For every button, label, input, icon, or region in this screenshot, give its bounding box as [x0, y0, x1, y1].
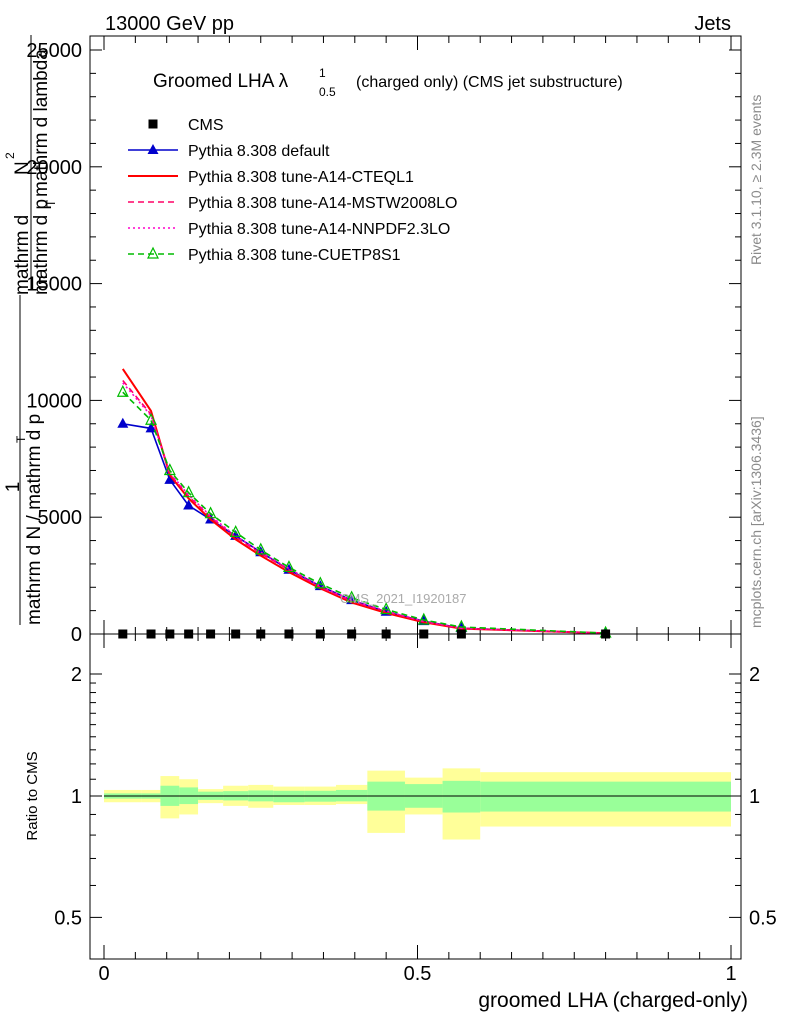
series-point-5 — [145, 412, 157, 425]
x-axis-title: groomed LHA (charged-only) — [478, 989, 748, 1012]
upper-ytick-label: 10000 — [26, 390, 82, 412]
upper-ylabel-right-num: mathrm d 2 N — [3, 152, 33, 295]
legend: CMS Pythia 8.308 default Pythia 8.308 tune… — [128, 117, 457, 264]
jets-label: Jets — [694, 13, 731, 35]
ratio-ytick-label: 1 — [71, 786, 82, 808]
upper-ylabel-den: mathrm d N / mathrm d p T — [14, 414, 45, 625]
series-point-5 — [116, 384, 129, 397]
ratio-inner-band-bin — [442, 780, 481, 813]
upper-ytick-label: 5000 — [38, 507, 83, 529]
series-point-5 — [254, 542, 267, 555]
series-line-2 — [121, 368, 606, 635]
x-tick-label: 0 — [98, 963, 109, 985]
legend-marker-0 — [148, 119, 158, 129]
rivet-label: Rivet 3.1.10, ≥ 2.3M events — [748, 95, 764, 265]
ylabel-right-den-sub: T — [44, 199, 58, 207]
series-point-5 — [163, 463, 176, 476]
ratio-ylabel-wrap: Ratio to CMS — [24, 751, 41, 840]
legend-label-5: Pythia 8.308 tune-CUETP8S1 — [188, 247, 401, 264]
series-point-1 — [145, 422, 157, 433]
series-point-1 — [117, 417, 129, 428]
ratio-ytick-label: 0.5 — [54, 907, 82, 929]
series-point-5 — [314, 576, 327, 589]
series-point-5 — [204, 506, 217, 519]
ylabel-right-num2: N — [12, 161, 33, 175]
upper-ytick-label: 25000 — [26, 40, 82, 62]
mcplots-label-wrap: mcplots.cern.ch [arXiv:1306.3436] — [748, 416, 764, 628]
legend-marker-5 — [147, 246, 159, 259]
rivet-label-wrap: Rivet 3.1.10, ≥ 2.3M events — [748, 95, 764, 265]
ylabel-right-den2: mathrm d lambda — [31, 49, 52, 197]
ylabel-den-sub: T — [14, 435, 28, 443]
upper-ylabel: 1 — [3, 482, 24, 493]
ratio-plot: 0 0.5 1 0.5 0.5 1 1 2 2 — [54, 634, 777, 985]
series-line-4 — [122, 382, 606, 635]
x-tick-label: 0.5 — [404, 963, 432, 985]
legend-marker-1 — [147, 144, 159, 154]
ratio-frame — [89, 633, 742, 960]
ratio-ytick-label-right: 0.5 — [749, 907, 777, 929]
energy-label: 13000 GeV pp — [105, 13, 234, 35]
series-line-3 — [122, 379, 606, 635]
upper-ytick-label: 20000 — [26, 157, 82, 179]
series-point-5 — [182, 485, 195, 498]
legend-label-1: Pythia 8.308 default — [188, 143, 330, 160]
legend-label-2: Pythia 8.308 tune-A14-CTEQL1 — [188, 169, 414, 186]
ylabel-right-num: mathrm d — [12, 215, 33, 295]
series-point-1 — [164, 473, 176, 484]
legend-label-3: Pythia 8.308 tune-A14-MSTW2008LO — [188, 195, 457, 212]
ratio-ytick-label-right: 2 — [749, 664, 760, 686]
title-sup: 1 — [319, 66, 326, 80]
upper-ylabel-right-den: mathrm d p T mathrm d lambda — [31, 49, 58, 295]
series-point-5 — [417, 612, 430, 625]
upper-ytick-label: 0 — [71, 624, 82, 646]
series-point-1 — [183, 499, 195, 510]
ylabel-numerator: 1 — [3, 482, 24, 493]
ratio-ytick-label-right: 1 — [749, 786, 760, 808]
ratio-ylabel: Ratio to CMS — [24, 751, 41, 840]
title-sub: 0.5 — [319, 85, 336, 99]
analysis-watermark: CMS_2021_I1920187 — [340, 591, 467, 606]
series-line-5 — [122, 391, 606, 634]
ratio-inner-band-bin — [480, 781, 731, 812]
legend-label-4: Pythia 8.308 tune-A14-NNPDF2.3LO — [188, 221, 450, 238]
title-main: Groomed LHA λ — [153, 71, 289, 92]
upper-ytick-label: 15000 — [26, 274, 82, 296]
series-point-5 — [345, 590, 358, 603]
mcplots-label: mcplots.cern.ch [arXiv:1306.3436] — [748, 416, 764, 628]
series-point-5 — [229, 525, 242, 537]
ratio-inner-band-bin — [273, 790, 305, 803]
series-point-5 — [380, 602, 393, 615]
plot-title: Groomed LHA λ 1 0.5 (charged only) (CMS … — [153, 66, 623, 99]
ylabel-denominator: mathrm d N / mathrm d p — [24, 414, 45, 625]
ylabel-right-num-sup: 2 — [3, 152, 17, 159]
ratio-ytick-label: 2 — [71, 664, 82, 686]
series-point-5 — [282, 560, 295, 573]
x-tick-label: 1 — [725, 963, 736, 985]
title-rest: (charged only) (CMS jet substructure) — [356, 74, 623, 91]
legend-label-0: CMS — [188, 117, 224, 134]
ylabel-right-den: mathrm d p — [31, 199, 52, 295]
upper-plot: 0 5000 10000 15000 20000 25000 — [26, 36, 741, 646]
